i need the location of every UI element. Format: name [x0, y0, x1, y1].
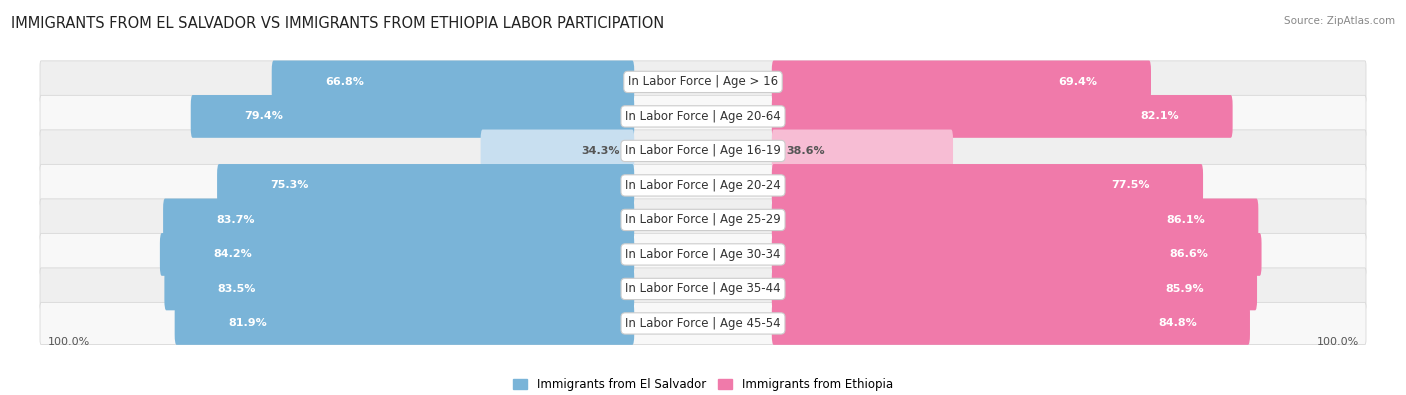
Text: In Labor Force | Age 45-54: In Labor Force | Age 45-54: [626, 317, 780, 330]
Text: 100.0%: 100.0%: [48, 337, 90, 348]
FancyBboxPatch shape: [772, 302, 1250, 345]
Text: In Labor Force | Age 20-64: In Labor Force | Age 20-64: [626, 110, 780, 123]
Text: 75.3%: 75.3%: [270, 181, 309, 190]
Text: In Labor Force | Age 35-44: In Labor Force | Age 35-44: [626, 282, 780, 295]
FancyBboxPatch shape: [39, 268, 1367, 310]
FancyBboxPatch shape: [39, 164, 1367, 207]
FancyBboxPatch shape: [160, 233, 634, 276]
FancyBboxPatch shape: [772, 130, 953, 172]
FancyBboxPatch shape: [772, 267, 1257, 310]
Text: In Labor Force | Age 16-19: In Labor Force | Age 16-19: [626, 145, 780, 158]
FancyBboxPatch shape: [39, 61, 1367, 103]
Text: 66.8%: 66.8%: [325, 77, 364, 87]
Text: 86.6%: 86.6%: [1170, 249, 1208, 260]
Text: 83.7%: 83.7%: [217, 215, 254, 225]
Text: 100.0%: 100.0%: [1316, 337, 1358, 348]
FancyBboxPatch shape: [191, 95, 634, 138]
Text: 82.1%: 82.1%: [1140, 111, 1180, 121]
Text: In Labor Force | Age 30-34: In Labor Force | Age 30-34: [626, 248, 780, 261]
Text: 38.6%: 38.6%: [786, 146, 825, 156]
FancyBboxPatch shape: [39, 233, 1367, 275]
FancyBboxPatch shape: [772, 60, 1152, 103]
Text: In Labor Force | Age 25-29: In Labor Force | Age 25-29: [626, 213, 780, 226]
Text: 84.8%: 84.8%: [1159, 318, 1197, 329]
Text: 83.5%: 83.5%: [218, 284, 256, 294]
Text: 85.9%: 85.9%: [1166, 284, 1204, 294]
Text: 34.3%: 34.3%: [581, 146, 620, 156]
FancyBboxPatch shape: [772, 233, 1261, 276]
Text: 69.4%: 69.4%: [1059, 77, 1098, 87]
FancyBboxPatch shape: [217, 164, 634, 207]
Text: In Labor Force | Age > 16: In Labor Force | Age > 16: [628, 75, 778, 88]
Text: 77.5%: 77.5%: [1111, 181, 1150, 190]
FancyBboxPatch shape: [39, 130, 1367, 172]
FancyBboxPatch shape: [39, 303, 1367, 344]
Text: 86.1%: 86.1%: [1166, 215, 1205, 225]
Legend: Immigrants from El Salvador, Immigrants from Ethiopia: Immigrants from El Salvador, Immigrants …: [509, 373, 897, 395]
FancyBboxPatch shape: [481, 130, 634, 172]
FancyBboxPatch shape: [39, 95, 1367, 137]
FancyBboxPatch shape: [39, 199, 1367, 241]
Text: IMMIGRANTS FROM EL SALVADOR VS IMMIGRANTS FROM ETHIOPIA LABOR PARTICIPATION: IMMIGRANTS FROM EL SALVADOR VS IMMIGRANT…: [11, 16, 665, 31]
FancyBboxPatch shape: [165, 267, 634, 310]
FancyBboxPatch shape: [163, 199, 634, 241]
FancyBboxPatch shape: [772, 95, 1233, 138]
FancyBboxPatch shape: [271, 60, 634, 103]
Text: 79.4%: 79.4%: [245, 111, 283, 121]
Text: In Labor Force | Age 20-24: In Labor Force | Age 20-24: [626, 179, 780, 192]
Text: 84.2%: 84.2%: [214, 249, 252, 260]
FancyBboxPatch shape: [772, 199, 1258, 241]
Text: Source: ZipAtlas.com: Source: ZipAtlas.com: [1284, 16, 1395, 26]
FancyBboxPatch shape: [174, 302, 634, 345]
Text: 81.9%: 81.9%: [228, 318, 267, 329]
FancyBboxPatch shape: [772, 164, 1204, 207]
